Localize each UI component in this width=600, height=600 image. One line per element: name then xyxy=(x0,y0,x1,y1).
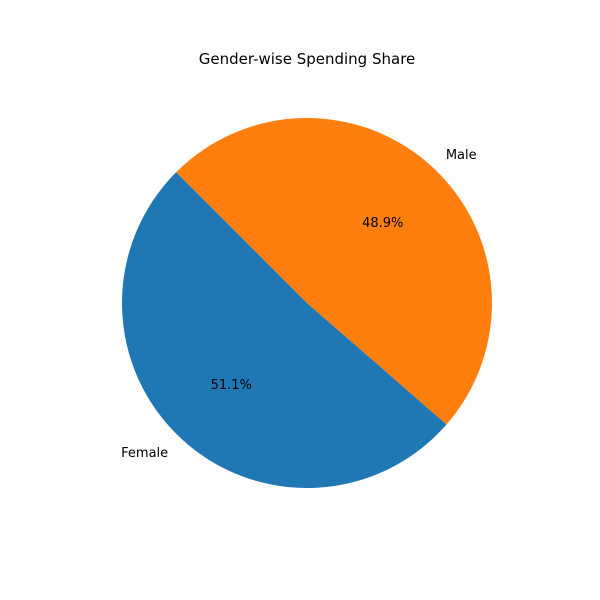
slice-label-male: Male xyxy=(446,148,477,163)
pie-labels: Female 51.1% Male 48.9% xyxy=(121,148,476,461)
pie-slices xyxy=(121,118,492,488)
pie-slice-male xyxy=(176,118,492,425)
chart-title: Gender-wise Spending Share xyxy=(199,50,416,68)
slice-label-female: Female xyxy=(121,446,168,461)
percent-label-female: 51.1% xyxy=(211,378,252,393)
pie-slice-female xyxy=(121,172,447,488)
percent-label-male: 48.9% xyxy=(362,216,403,231)
